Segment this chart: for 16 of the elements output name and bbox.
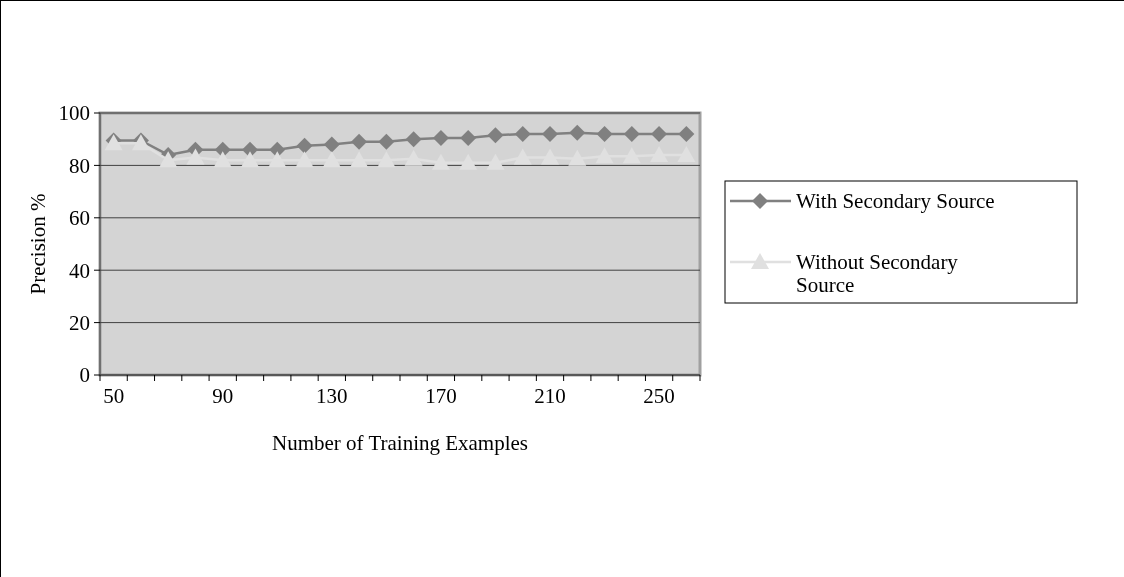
x-tick-label: 90 [212,384,234,408]
x-tick-label: 130 [316,384,348,408]
y-tick-label: 40 [69,258,90,283]
y-tick-label: 100 [58,101,90,126]
x-axis-title: Number of Training Examples [271,431,529,455]
legend-label: Without Secondary Source [796,250,959,297]
y-tick-label: 80 [69,153,90,178]
x-tick-label: 170 [425,384,457,408]
legend-label: With Secondary Source [796,189,995,213]
x-tick-label: 50 [103,384,125,408]
x-tick-label: 210 [534,384,566,408]
y-tick-label: 60 [69,206,90,231]
y-tick-label: 0 [79,363,90,388]
y-tick-label: 20 [69,310,90,335]
y-axis-title: Precision % [26,193,50,295]
x-tick-label: 250 [643,384,675,408]
